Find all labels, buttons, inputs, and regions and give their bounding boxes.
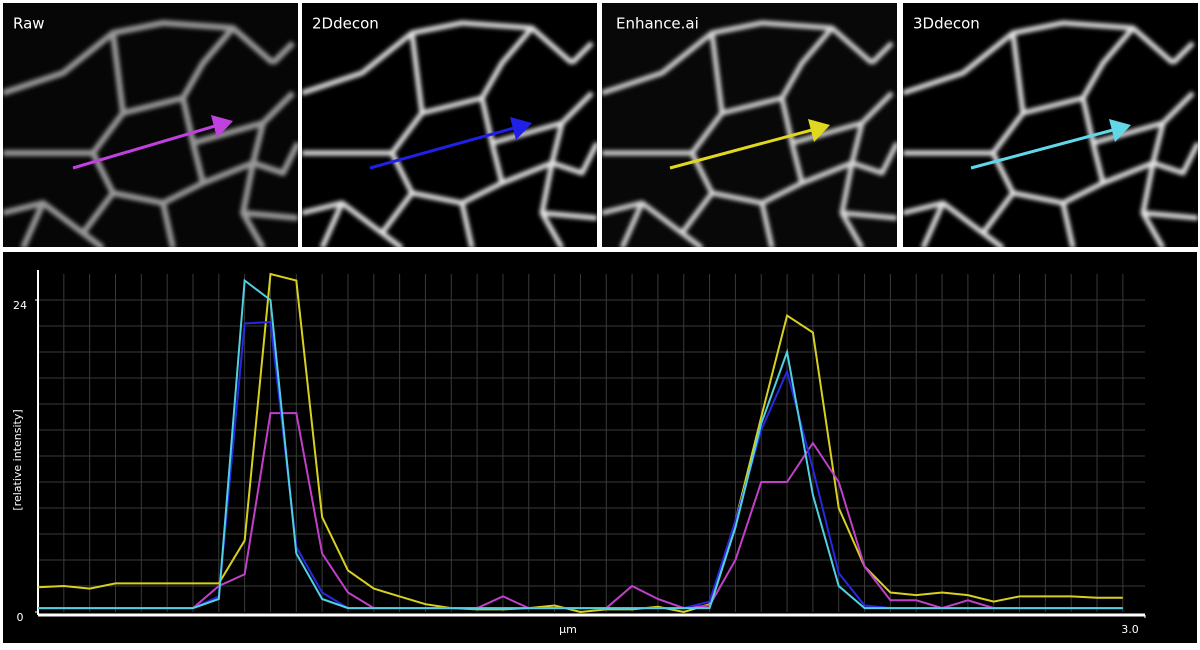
plot: 0 24 3.0 — [13, 270, 1146, 636]
series-line — [37, 272, 1123, 614]
series-line — [38, 278, 1123, 610]
panel-label: Raw — [13, 15, 45, 33]
x-axis-label: µm — [559, 623, 577, 636]
x-tick-label: 3.0 — [1121, 623, 1139, 636]
image-panel: 2Ddecon — [302, 3, 597, 247]
image-panel: Raw — [3, 3, 298, 247]
panel-label: 3Ddecon — [913, 15, 980, 33]
y-tick-label: 24 — [13, 299, 27, 312]
panel-label: 2Ddecon — [312, 15, 379, 33]
panel-label: Enhance.ai — [616, 15, 699, 33]
y-axis-label: [relative intensity] — [11, 409, 24, 510]
plot-background — [3, 252, 1197, 643]
image-panel: 3Ddecon — [903, 3, 1198, 247]
y-tick-label: 0 — [17, 611, 24, 624]
image-panel: Enhance.ai — [602, 3, 897, 247]
